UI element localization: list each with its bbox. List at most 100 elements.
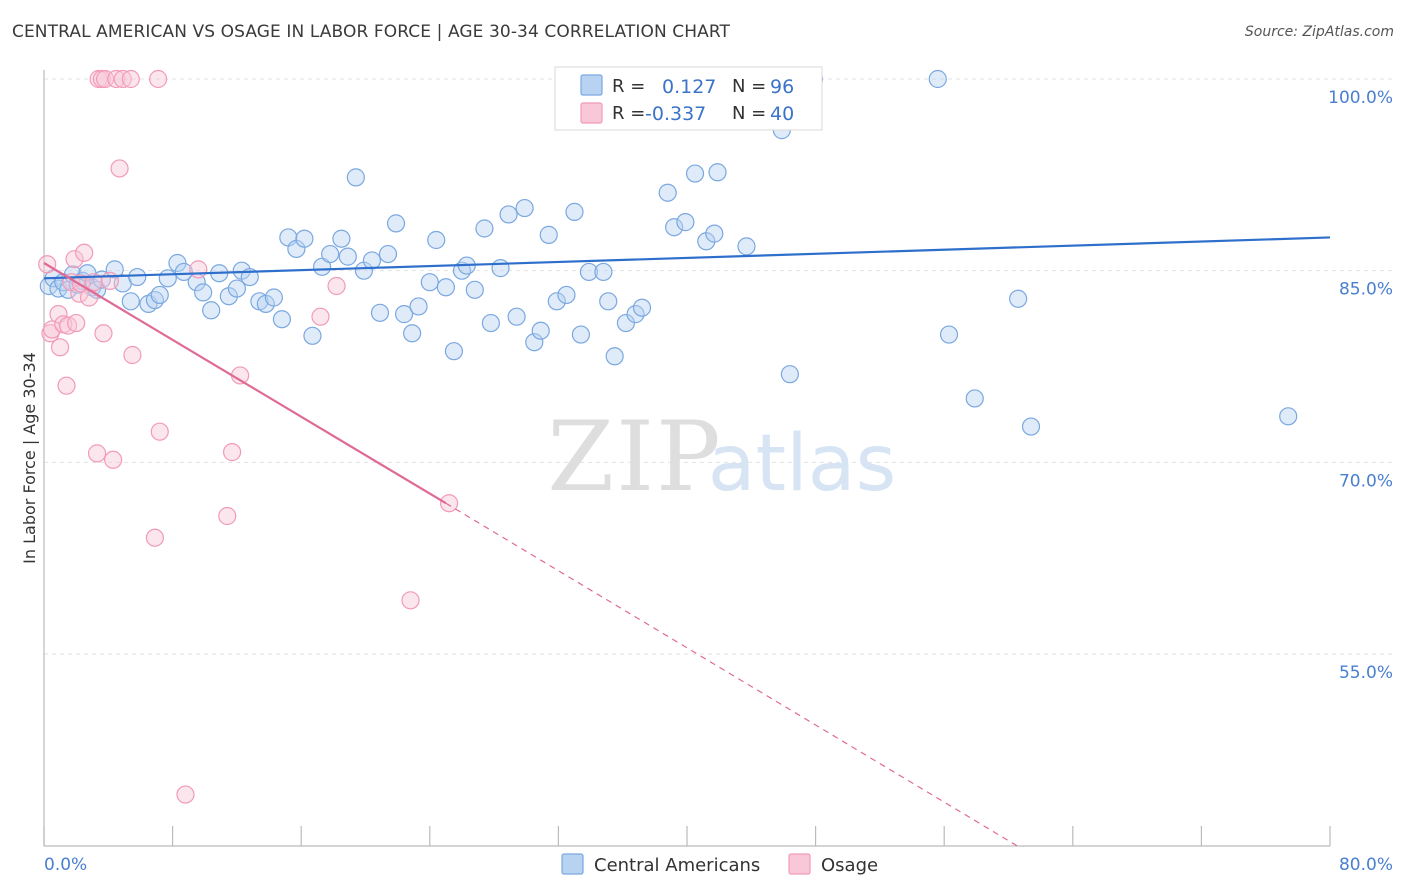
central-point-12 <box>105 260 124 279</box>
watermark: ZIP atlas <box>547 401 896 513</box>
central-point-60 <box>491 259 510 278</box>
central-point-79 <box>658 183 677 202</box>
central-point-54 <box>444 342 464 361</box>
central-point-38 <box>312 257 332 276</box>
legend-n-label-osage: N = <box>732 103 766 124</box>
central-point-47 <box>386 214 406 233</box>
bottom-legend-osage: Osage <box>821 855 878 876</box>
legend-n-value-central: 96 <box>770 76 794 98</box>
legend-n-value-osage: 40 <box>770 103 794 125</box>
osage-point-9 <box>65 250 84 269</box>
central-point-33 <box>272 310 292 329</box>
central-point-90 <box>928 69 947 89</box>
x-ticks <box>43 826 1331 846</box>
central-point-77 <box>632 298 652 317</box>
central-point-44 <box>362 251 382 270</box>
osage-point-37 <box>327 276 346 296</box>
osage-point-27 <box>123 345 142 365</box>
osage-point-21 <box>100 271 120 290</box>
central-point-39 <box>321 244 340 264</box>
central-point-91 <box>939 325 959 344</box>
central-point-51 <box>420 273 439 292</box>
legend-box: R = 0.127 N = 96 R = -0.337 N = 40 <box>554 66 823 131</box>
osage-point-28 <box>145 528 165 547</box>
central-point-36 <box>295 229 314 248</box>
trend-lines <box>43 236 1331 847</box>
central-point-64 <box>525 333 544 352</box>
central-point-62 <box>507 307 526 326</box>
legend-r-value-osage: -0.337 <box>645 103 706 125</box>
watermark-zip: ZIP <box>547 401 722 513</box>
central-point-52 <box>427 230 446 250</box>
central-point-71 <box>579 262 599 282</box>
osage-point-38 <box>401 591 420 610</box>
legend-r-value-central: 0.127 <box>662 76 716 98</box>
osage-point-26 <box>121 69 140 89</box>
central-point-93 <box>1009 289 1028 308</box>
osage-point-29 <box>149 69 168 89</box>
central-point-23 <box>194 283 213 302</box>
central-point-41 <box>338 247 357 266</box>
osage-point-39 <box>439 494 459 513</box>
osage-point-23 <box>107 69 126 89</box>
central-point-92 <box>965 389 984 408</box>
central-point-53 <box>436 278 455 297</box>
central-point-85 <box>708 163 727 182</box>
bottom-legend-central: Central Americans <box>594 855 760 876</box>
chart-title: CENTRAL AMERICAN VS OSAGE IN LABOR FORCE… <box>12 22 731 42</box>
x-tick-label-max: 80.0% <box>1339 855 1393 875</box>
bottom-legend: Central Americans Osage <box>561 853 878 876</box>
central-point-32 <box>264 288 283 307</box>
osage-point-30 <box>150 422 169 441</box>
central-point-21 <box>174 262 193 282</box>
legend-r-label-central: R = <box>612 76 645 97</box>
central-point-80 <box>665 218 684 237</box>
y-tick-label-100: 100.0% <box>1328 88 1393 108</box>
central-point-68 <box>557 285 576 305</box>
y-tick-label-85: 85.0% <box>1339 280 1393 300</box>
central-point-84 <box>705 224 724 243</box>
central-point-48 <box>394 305 414 324</box>
legend-swatch-central <box>580 74 603 96</box>
central-point-61 <box>499 205 518 224</box>
central-point-88 <box>780 365 799 384</box>
osage-point-22 <box>104 450 123 469</box>
osage-point-14 <box>79 288 99 307</box>
central-point-18 <box>150 285 169 305</box>
central-point-58 <box>475 219 494 238</box>
central-point-67 <box>547 292 566 311</box>
y-axis-label: In Labor Force | Age 30-34 <box>20 352 39 564</box>
central-point-20 <box>168 253 187 273</box>
central-point-81 <box>676 213 695 232</box>
central-point-27 <box>227 279 246 298</box>
series-osage <box>38 69 459 804</box>
osage-point-16 <box>87 444 107 463</box>
osage-point-6 <box>57 376 76 395</box>
legend-r-label-osage: R = <box>612 103 645 124</box>
source-label: Source: ZipAtlas.com <box>1244 24 1394 40</box>
y-tick-label-55: 55.0% <box>1339 663 1393 683</box>
central-point-42 <box>346 168 365 187</box>
central-point-59 <box>481 313 500 333</box>
central-point-74 <box>605 347 624 366</box>
x-tick-label-min: 0.0% <box>44 855 87 875</box>
central-point-86 <box>737 237 756 256</box>
osage-point-10 <box>67 313 86 333</box>
y-tick-label-70: 70.0% <box>1339 471 1393 491</box>
trend-central-americans <box>43 236 1331 280</box>
central-point-55 <box>452 261 472 280</box>
osage-point-32 <box>189 260 208 279</box>
trend-osage-extension <box>445 502 1018 847</box>
osage-point-33 <box>218 506 237 526</box>
central-point-57 <box>465 280 484 299</box>
y-tick-labels: 55.0% 70.0% 85.0% 100.0% <box>1328 88 1393 683</box>
osage-point-13 <box>75 243 94 262</box>
central-point-14 <box>121 292 140 311</box>
osage-point-31 <box>176 785 195 804</box>
central-point-24 <box>202 301 221 320</box>
central-point-37 <box>303 326 322 345</box>
central-point-45 <box>370 303 390 322</box>
central-point-73 <box>599 292 618 311</box>
bottom-legend-swatch-central <box>561 853 584 875</box>
